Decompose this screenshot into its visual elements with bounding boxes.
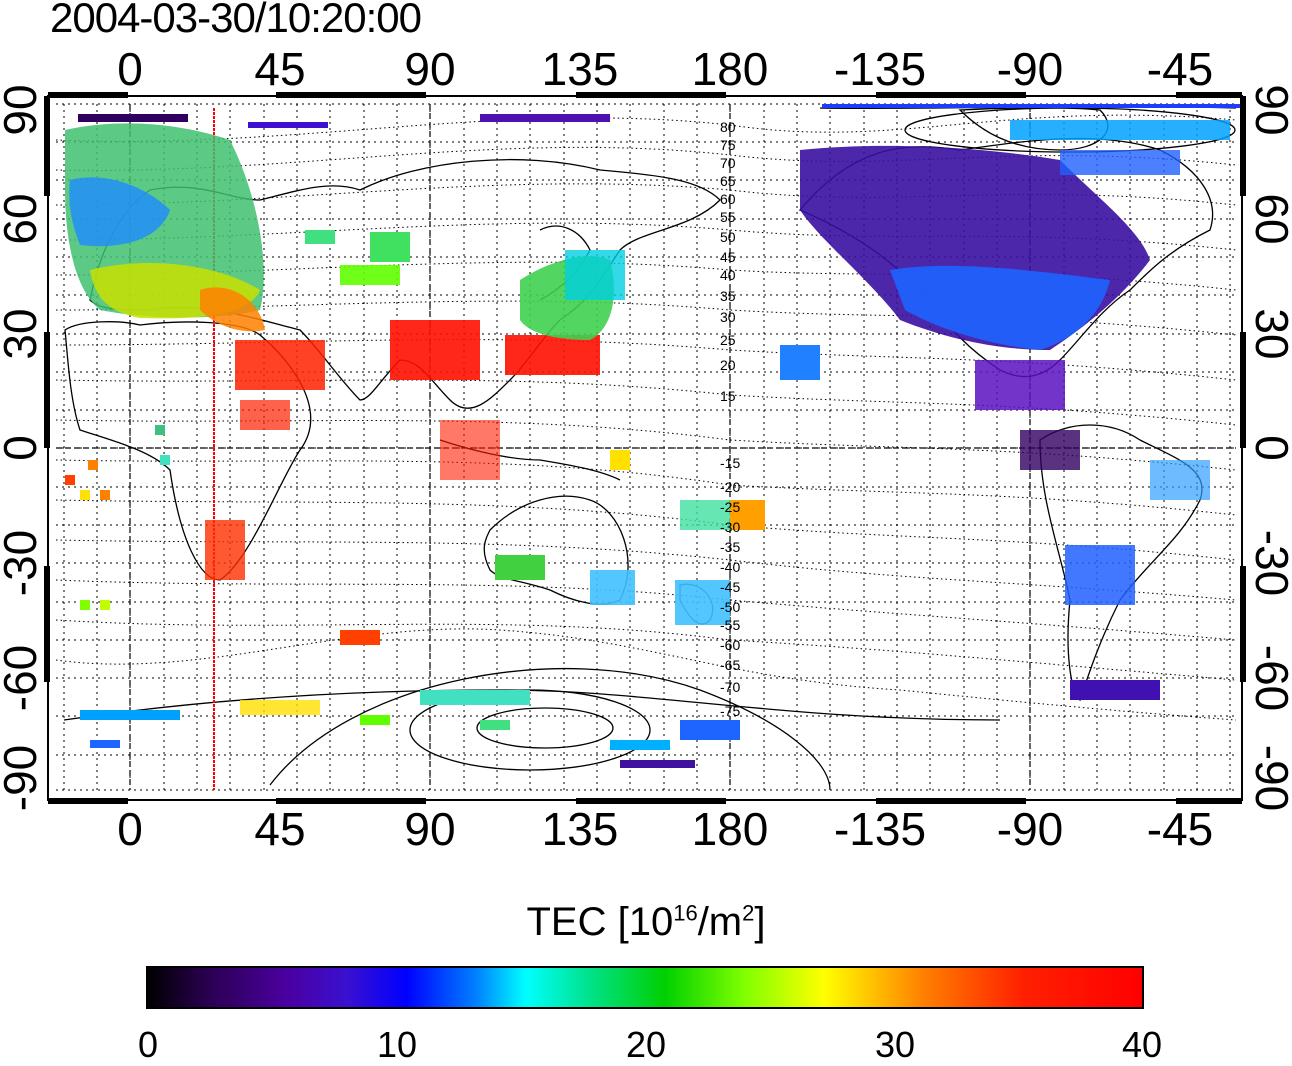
svg-text:0: 0 bbox=[1246, 435, 1292, 461]
lat-ticks-right: 90 60 30 0 -30 -60 -90 bbox=[1246, 84, 1292, 811]
svg-text:-30: -30 bbox=[0, 530, 46, 596]
svg-text:0: 0 bbox=[0, 435, 46, 461]
svg-text:-65: -65 bbox=[720, 657, 740, 673]
svg-text:50: 50 bbox=[720, 229, 736, 245]
svg-text:75: 75 bbox=[720, 137, 736, 153]
svg-text:-40: -40 bbox=[720, 559, 740, 575]
svg-text:65: 65 bbox=[720, 173, 736, 189]
svg-text:30: 30 bbox=[720, 309, 736, 325]
lon-ticks-bottom: 0 45 90 135 180 -135 -90 -45 bbox=[117, 803, 1213, 855]
colorbar-title: TEC [1016/m2] bbox=[526, 900, 766, 944]
svg-text:-45: -45 bbox=[1147, 43, 1213, 95]
lon-ticks-top: 0 45 90 135 180 -135 -90 -45 bbox=[117, 43, 1213, 95]
svg-text:-135: -135 bbox=[834, 43, 926, 95]
svg-text:-30: -30 bbox=[720, 519, 740, 535]
frame-bars bbox=[44, 92, 1246, 804]
svg-text:45: 45 bbox=[254, 803, 305, 855]
contour-labels-north: 80 75 70 65 60 55 50 45 40 35 30 25 20 1… bbox=[720, 119, 736, 404]
tec-data-points bbox=[65, 104, 1240, 768]
svg-text:25: 25 bbox=[720, 332, 736, 348]
svg-text:-90: -90 bbox=[0, 745, 46, 811]
svg-text:80: 80 bbox=[720, 119, 736, 135]
svg-text:90: 90 bbox=[0, 84, 46, 135]
svg-text:-45: -45 bbox=[1147, 803, 1213, 855]
svg-text:-60: -60 bbox=[1246, 645, 1292, 711]
svg-text:45: 45 bbox=[720, 249, 736, 265]
svg-text:90: 90 bbox=[1246, 84, 1292, 135]
svg-text:0: 0 bbox=[117, 803, 143, 855]
svg-text:-30: -30 bbox=[1246, 530, 1292, 596]
colorbar-tick: 20 bbox=[625, 1024, 667, 1065]
svg-text:45: 45 bbox=[254, 43, 305, 95]
colorbar-tick: 10 bbox=[376, 1024, 418, 1065]
svg-text:-55: -55 bbox=[720, 617, 740, 633]
svg-text:35: 35 bbox=[720, 288, 736, 304]
svg-text:-45: -45 bbox=[720, 579, 740, 595]
svg-text:-135: -135 bbox=[834, 803, 926, 855]
svg-text:-90: -90 bbox=[997, 803, 1063, 855]
svg-text:-90: -90 bbox=[997, 43, 1063, 95]
colorbar-tick: 0 bbox=[137, 1024, 159, 1065]
svg-text:55: 55 bbox=[720, 209, 736, 225]
svg-text:0: 0 bbox=[117, 43, 143, 95]
svg-text:-35: -35 bbox=[720, 539, 740, 555]
lat-ticks-left: 90 60 30 0 -30 -60 -90 bbox=[0, 84, 46, 811]
svg-text:90: 90 bbox=[404, 803, 455, 855]
svg-text:60: 60 bbox=[720, 191, 736, 207]
svg-text:-15: -15 bbox=[720, 455, 740, 471]
svg-text:60: 60 bbox=[1246, 193, 1292, 244]
svg-text:30: 30 bbox=[0, 308, 46, 359]
svg-text:60: 60 bbox=[0, 193, 46, 244]
svg-text:-60: -60 bbox=[720, 637, 740, 653]
svg-text:70: 70 bbox=[720, 155, 736, 171]
svg-text:-60: -60 bbox=[0, 645, 46, 711]
svg-text:15: 15 bbox=[720, 388, 736, 404]
svg-text:180: 180 bbox=[692, 43, 769, 95]
svg-text:20: 20 bbox=[720, 357, 736, 373]
svg-text:-90: -90 bbox=[1246, 745, 1292, 811]
svg-text:-70: -70 bbox=[720, 679, 740, 695]
colorbar-tick: 30 bbox=[874, 1024, 916, 1065]
svg-text:40: 40 bbox=[720, 267, 736, 283]
svg-text:-75: -75 bbox=[720, 703, 740, 719]
colorbar bbox=[146, 966, 1144, 1009]
svg-text:-25: -25 bbox=[720, 499, 740, 515]
svg-text:-50: -50 bbox=[720, 599, 740, 615]
svg-text:30: 30 bbox=[1246, 308, 1292, 359]
contour-labels-south: -15 -20 -25 -30 -35 -40 -45 -50 -55 -60 … bbox=[720, 455, 740, 719]
svg-text:135: 135 bbox=[542, 803, 619, 855]
svg-text:135: 135 bbox=[542, 43, 619, 95]
svg-text:180: 180 bbox=[692, 803, 769, 855]
colorbar-tick: 40 bbox=[1121, 1024, 1163, 1065]
svg-text:-20: -20 bbox=[720, 479, 740, 495]
timestamp-title: 2004-03-30/10:20:00 bbox=[50, 0, 422, 41]
svg-text:90: 90 bbox=[404, 43, 455, 95]
